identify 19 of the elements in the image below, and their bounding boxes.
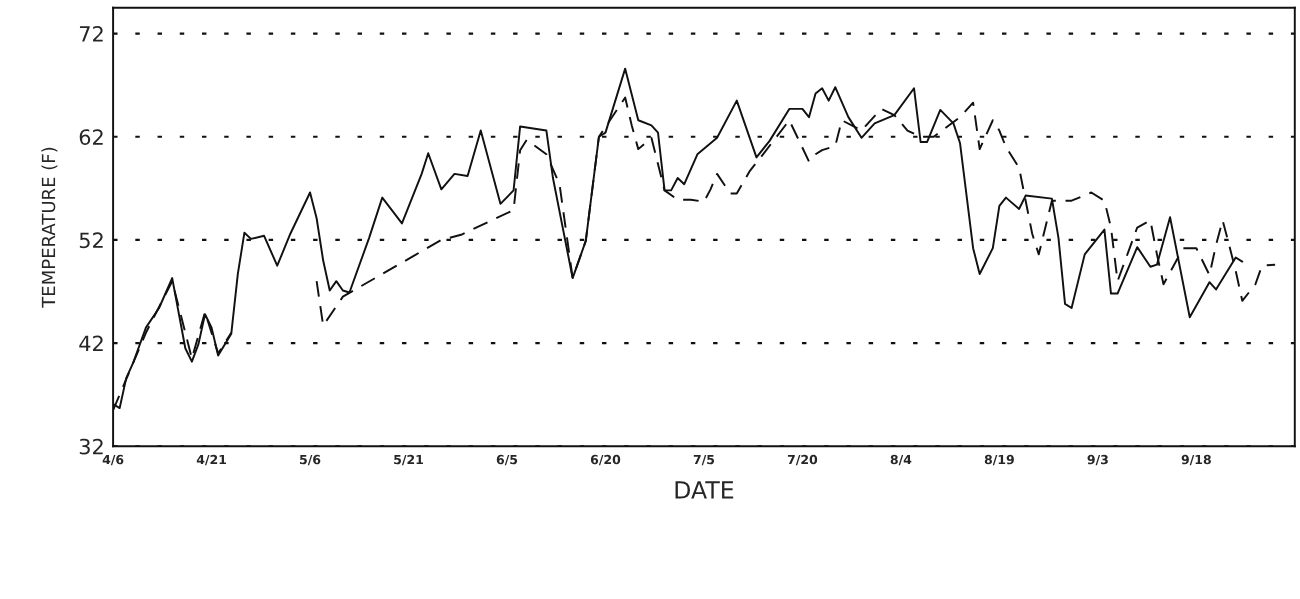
x-tick-label: 5/21 — [394, 454, 423, 466]
x-tick-label: 7/5 — [693, 454, 715, 466]
x-tick-label: 9/3 — [1087, 454, 1108, 466]
y-tick-label: 72 — [79, 26, 103, 42]
y-tick-label: 52 — [79, 232, 103, 249]
x-tick-label: 4/21 — [196, 454, 227, 466]
x-tick-label: 4/6 — [102, 454, 124, 466]
x-tick-label: 5/6 — [300, 454, 321, 466]
y-axis-title: TEMPERATURE (F) — [41, 147, 58, 308]
x-tick-label: 8/19 — [984, 454, 1014, 466]
x-tick-label: 6/5 — [496, 454, 518, 466]
x-tick-label: 8/4 — [890, 454, 912, 466]
y-tick-label: 42 — [79, 335, 103, 351]
x-tick-label: 7/20 — [787, 454, 818, 466]
x-tick-label: 6/20 — [590, 454, 621, 466]
x-axis-title: DATE — [675, 481, 734, 499]
y-tick-label: 32 — [79, 438, 103, 455]
y-tick-label: 62 — [79, 129, 103, 145]
x-tick-label: 9/18 — [1181, 454, 1211, 466]
